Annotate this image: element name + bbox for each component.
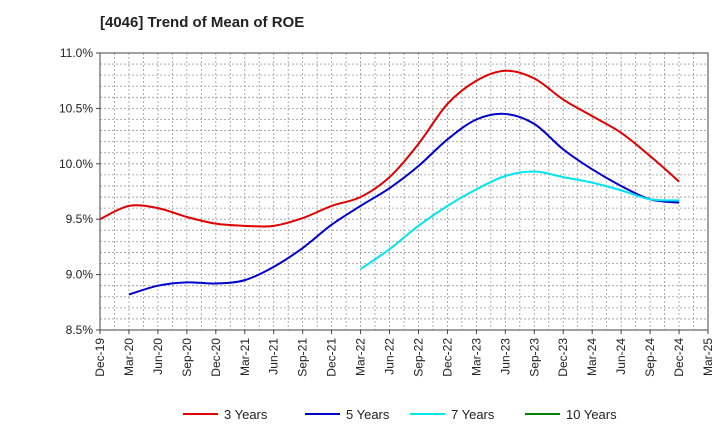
grid-lines [100,53,708,330]
x-tick-label: Mar-22 [354,338,368,376]
x-axis: Dec-19 Mar-20 Jun-20 Sep-20 Dec-20 Mar-21 Jun-… [93,330,715,377]
x-tick-label: Jun-24 [614,338,628,375]
legend-label: 3 Years [224,407,268,422]
x-tick-label: Jun-22 [383,338,397,375]
x-tick-label: Sep-22 [411,338,425,377]
legend: 3 Years 5 Years 7 Years 10 Years [183,407,617,422]
legend-item-7-years: 7 Years [410,407,495,422]
series-line-5-years [128,112,680,296]
legend-label: 5 Years [346,407,390,422]
x-tick-label: Dec-23 [556,338,570,377]
x-tick-label: Sep-20 [180,338,194,377]
legend-label: 10 Years [566,407,617,422]
legend-item-3-years: 3 Years [183,407,268,422]
x-tick-label: Mar-20 [122,338,136,376]
plot-frame [99,52,709,331]
x-tick-label: Jun-21 [267,338,281,375]
x-tick-label: Jun-20 [151,338,165,375]
y-tick-label: 9.5% [66,212,94,226]
x-tick-label: Sep-23 [527,338,541,377]
chart-title: [4046] Trend of Mean of ROE [100,14,305,31]
legend-item-5-years: 5 Years [305,407,390,422]
series-lines [99,69,680,296]
x-tick-label: Mar-21 [238,338,252,376]
x-tick-label: Sep-24 [643,338,657,377]
y-tick-label: 11.0% [60,46,93,60]
x-tick-label: Jun-23 [498,338,512,375]
x-tick-label: Dec-22 [440,338,454,377]
x-tick-label: Dec-19 [93,338,107,377]
y-tick-label: 8.5% [66,323,94,337]
x-tick-label: Dec-20 [209,338,223,377]
y-tick-label: 9.0% [66,268,94,282]
series-line-3-years [99,69,680,228]
y-tick-label: 10.0% [59,157,93,171]
x-tick-label: Sep-21 [296,338,310,377]
legend-label: 7 Years [451,407,495,422]
x-tick-label: Mar-23 [469,338,483,376]
legend-item-10-years: 10 Years [525,407,617,422]
x-tick-label: Mar-24 [585,338,599,376]
y-axis: 8.5% 9.0% 9.5% 10.0% 10.5% 11.0% [59,46,100,337]
x-tick-label: Dec-24 [672,338,686,377]
y-tick-label: 10.5% [59,101,93,115]
x-tick-label: Mar-25 [701,338,715,376]
x-tick-label: Dec-21 [325,338,339,377]
series-line-7-years [360,170,680,270]
